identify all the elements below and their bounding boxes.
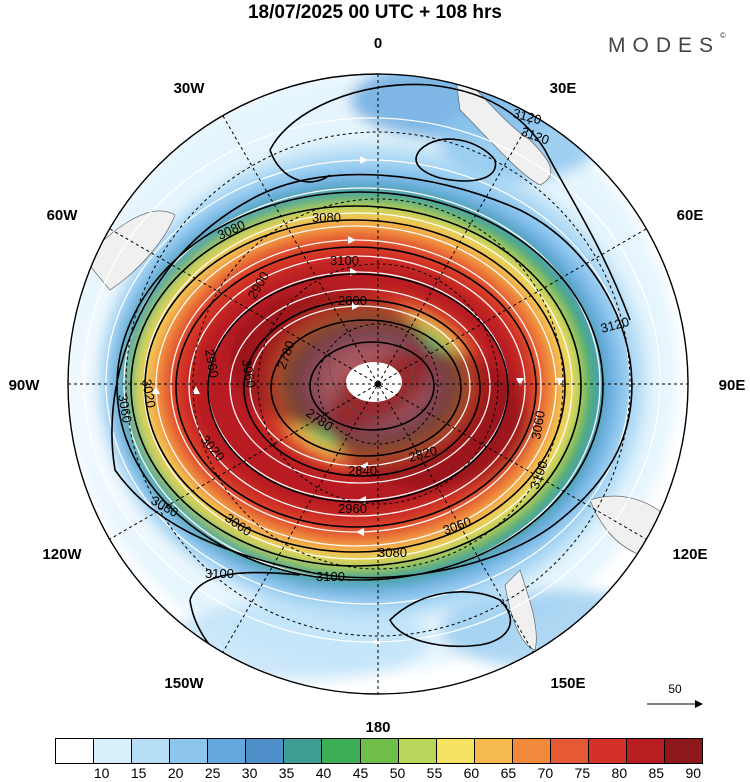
colorbar-swatch	[398, 739, 437, 763]
colorbar-tick-label: 75	[574, 765, 591, 781]
reference-vector: 50	[647, 682, 703, 708]
lon-label-180: 180	[365, 719, 390, 736]
contour-label: 3060	[239, 358, 259, 389]
colorbar-tick-label: 40	[315, 765, 332, 781]
colorbar-swatch	[512, 739, 551, 763]
copyright-mark: ©	[720, 31, 726, 40]
reference-vector-label: 50	[668, 682, 682, 696]
colorbar-tick-label: 45	[352, 765, 369, 781]
contour-label: 3120	[599, 314, 631, 336]
map-title: 18/07/2025 00 UTC + 108 hrs	[247, 2, 503, 23]
map-boundary	[67, 73, 689, 695]
colorbar	[55, 738, 703, 764]
colorbar-tick-label: 35	[278, 765, 295, 781]
lon-label-120e: 120E	[672, 546, 707, 563]
contour-label: 2960	[202, 348, 222, 379]
contour-label: 3100	[330, 253, 359, 268]
colorbar-tick-label: 65	[500, 765, 517, 781]
colorbar-swatch	[208, 739, 247, 763]
colorbar-swatch	[246, 739, 285, 763]
colorbar-swatch	[474, 739, 513, 763]
colorbar-tick-label: 50	[389, 765, 406, 781]
contour-label: 2800	[338, 293, 367, 308]
brand-name: MODES	[608, 34, 721, 57]
contour-label: 2820	[407, 443, 439, 465]
colorbar-ticks: 10 15 20 25 30 35 40 45 50 55 60 65 70 75 80 85 90	[55, 765, 703, 781]
contour-label: 3060	[115, 393, 135, 424]
contour-label: 3120	[511, 105, 543, 127]
lon-label-60e: 60E	[677, 207, 704, 224]
longitude-labels: 0 30E 60E 90E 120E 150E 180 150W 120W 90…	[9, 35, 746, 736]
lon-label-30e: 30E	[550, 80, 577, 97]
lon-label-150w: 150W	[164, 675, 204, 692]
contour-label: 3020	[139, 378, 159, 409]
colorbar-tick-label: 55	[426, 765, 443, 781]
colorbar-swatch	[94, 739, 133, 763]
wind-arrowheads	[152, 156, 564, 646]
colorbar-swatch	[360, 739, 399, 763]
colorbar-tick-label: 85	[648, 765, 665, 781]
colorbar-swatch	[550, 739, 589, 763]
lon-label-120w: 120W	[42, 546, 82, 563]
lon-label-60w: 60W	[47, 207, 79, 224]
land-south-america	[84, 210, 176, 291]
colorbar-swatch	[132, 739, 171, 763]
contour-label: 2960	[338, 501, 367, 516]
colorbar-tick-label: 25	[204, 765, 221, 781]
contour-label: 3080	[312, 210, 341, 225]
colorbar-swatch	[284, 739, 323, 763]
lon-label-90e: 90E	[719, 377, 746, 394]
south-pole-marker	[375, 381, 381, 387]
colorbar-swatch	[322, 739, 361, 763]
colorbar-tick-label: 30	[241, 765, 258, 781]
graticule	[68, 74, 688, 694]
contour-label: 3100	[205, 566, 234, 581]
reference-arrow-head	[695, 700, 703, 708]
colorbar-tick-label: 90	[685, 765, 702, 781]
contour-label: 3080	[378, 545, 407, 560]
colorbar-swatch	[170, 739, 209, 763]
colorbar-swatch	[436, 739, 475, 763]
contour-label: 3060	[528, 409, 548, 440]
colorbar-tick-label: 80	[611, 765, 628, 781]
lon-label-0: 0	[374, 35, 382, 52]
land-africa	[454, 74, 552, 186]
colorbar-tick-label: 20	[167, 765, 184, 781]
contour-label: 2840	[348, 463, 377, 478]
lon-label-90w: 90W	[9, 377, 41, 394]
colorbar-swatch	[626, 739, 665, 763]
geopotential-contours	[111, 83, 633, 691]
colorbar-tick-label: 15	[130, 765, 147, 781]
colorbar-tick-label: 70	[537, 765, 554, 781]
colorbar-swatch	[588, 739, 627, 763]
lon-label-30w: 30W	[174, 80, 206, 97]
colorbar-tick-label: 10	[93, 765, 110, 781]
land-new-zealand	[504, 569, 537, 651]
land-antarctica	[328, 335, 414, 419]
colorbar-swatch	[56, 739, 95, 763]
lon-label-150e: 150E	[550, 675, 585, 692]
brand-logo: MODES©	[608, 31, 726, 58]
colorbar-tick-label: 60	[463, 765, 480, 781]
contour-label: 3100	[316, 569, 345, 584]
colorbar-swatch	[665, 739, 703, 763]
